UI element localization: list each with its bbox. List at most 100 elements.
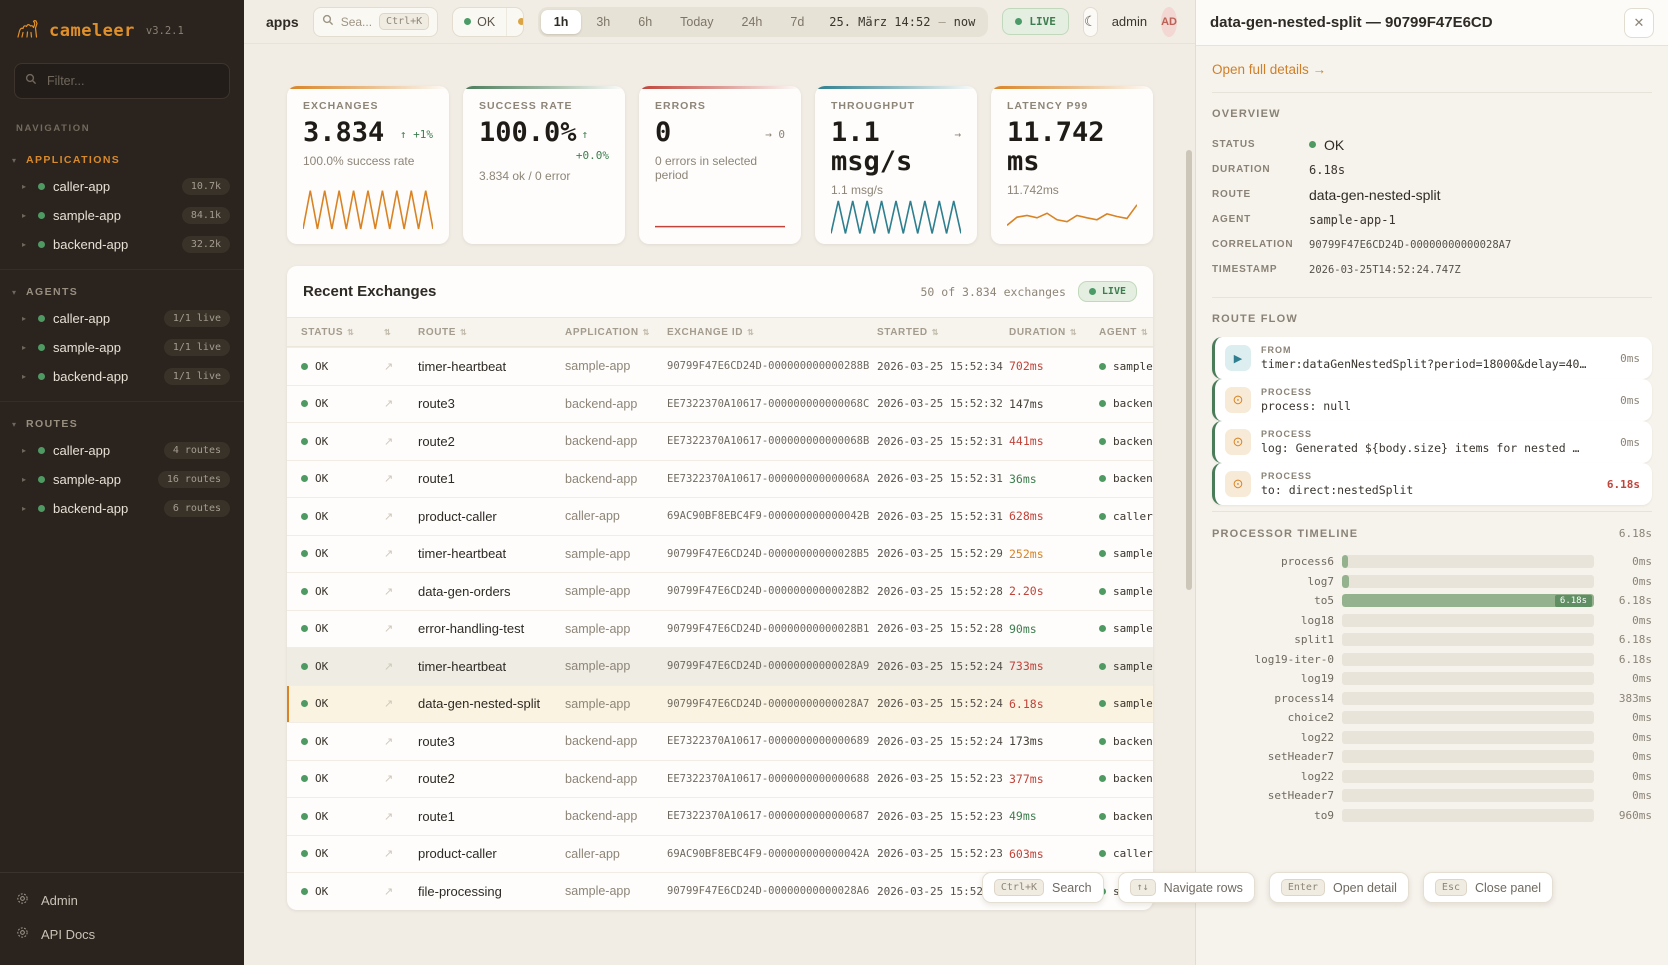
sidebar-section-header[interactable]: ▾ AGENTS xyxy=(0,278,244,304)
timeline-row[interactable]: to9 960ms xyxy=(1212,806,1652,826)
sidebar-section: ▾ ROUTES ▸ caller-app 4 routes ▸ xyxy=(0,401,244,533)
table-row[interactable]: OK ↗ route3 backend-app EE7322370A10617-… xyxy=(287,384,1153,423)
table-row[interactable]: OK ↗ data-gen-nested-split sample-app 90… xyxy=(287,684,1153,722)
timeline-track xyxy=(1342,555,1594,569)
timeline-duration: 0ms xyxy=(1632,711,1652,725)
row-route: product-caller xyxy=(418,508,497,524)
timeline-track xyxy=(1342,574,1594,588)
sidebar-section-header[interactable]: ▾ APPLICATIONS xyxy=(0,146,244,172)
row-application: backend-app xyxy=(565,396,638,411)
dark-mode-toggle[interactable]: ☾ xyxy=(1082,6,1098,37)
row-status: OK xyxy=(301,660,384,673)
sidebar-item[interactable]: ▸ caller-app 4 routes xyxy=(0,436,244,465)
timeline-row[interactable]: log22 0ms xyxy=(1212,767,1652,787)
sidebar-item[interactable]: ▸ sample-app 16 routes xyxy=(0,465,244,494)
sidebar-section-header[interactable]: ▾ ROUTES xyxy=(0,410,244,436)
table-title: Recent Exchanges xyxy=(303,283,437,300)
table-row[interactable]: OK ↗ error-handling-test sample-app 9079… xyxy=(287,609,1153,648)
timeline-processor-name: log18 xyxy=(1300,613,1334,627)
timeline-row[interactable]: log7 0ms xyxy=(1212,572,1652,592)
table-row[interactable]: OK ↗ route2 backend-app EE7322370A10617-… xyxy=(287,759,1153,798)
kpi-card[interactable]: EXCHANGES 3.834 ↑ +1% 100.0% success rat… xyxy=(287,86,449,244)
time-range-chip[interactable]: 6h xyxy=(638,14,653,29)
sidebar-footer-item[interactable]: Admin xyxy=(0,883,244,917)
timeline-row[interactable]: log19 0ms xyxy=(1212,669,1652,689)
row-status: OK xyxy=(301,397,384,410)
table-row[interactable]: OK ↗ data-gen-orders sample-app 90799F47… xyxy=(287,572,1153,610)
row-started: 2026-03-25 15:52:21 xyxy=(877,884,1003,898)
table-row[interactable]: OK ↗ route1 backend-app EE7322370A10617-… xyxy=(287,797,1153,835)
column-header-application[interactable]: APPLICATION ⇅ xyxy=(565,326,650,338)
status-filter[interactable]: OK xyxy=(453,8,506,36)
time-range-chip[interactable]: 3h xyxy=(596,14,611,29)
sidebar-item[interactable]: ▸ backend-app 32.2k xyxy=(0,230,244,259)
status-filter[interactable]: Warn xyxy=(506,7,523,36)
timeline-row[interactable]: setHeader7 0ms xyxy=(1212,747,1652,767)
filter-input[interactable] xyxy=(45,73,219,89)
timeline-row[interactable]: to5 6.18s 6.18s xyxy=(1212,591,1652,611)
timeline-row[interactable]: choice2 0ms xyxy=(1212,708,1652,728)
column-header-route[interactable]: ROUTE ⇅ xyxy=(418,326,468,338)
sidebar-item[interactable]: ▸ caller-app 10.7k xyxy=(0,172,244,201)
timeline-row[interactable]: split1 6.18s xyxy=(1212,630,1652,650)
timeline-row[interactable]: log22 0ms xyxy=(1212,728,1652,748)
table-header-row: STATUS ⇅ ⇅ ROUTE ⇅ APPLICATION ⇅ EXCHANGE I… xyxy=(287,317,1153,347)
sidebar-item[interactable]: ▸ caller-app 1/1 live xyxy=(0,304,244,333)
status-dot xyxy=(1309,141,1316,148)
close-button[interactable]: ✕ xyxy=(1624,7,1654,38)
sidebar-item[interactable]: ▸ sample-app 84.1k xyxy=(0,201,244,230)
chevron-right-icon: ▸ xyxy=(22,475,27,484)
kpi-card[interactable]: SUCCESS RATE 100.0% ↑ +0.0% 3.834 ok / 0… xyxy=(463,86,625,244)
timeline-row[interactable]: log19-iter-0 6.18s xyxy=(1212,650,1652,670)
search-box[interactable]: Sea... Ctrl+K xyxy=(312,6,439,37)
kpi-card[interactable]: THROUGHPUT 1.1 msg/s → 1.1 msg/s xyxy=(815,86,977,244)
column-header-agent[interactable]: AGENT ⇅ xyxy=(1099,326,1149,338)
timeline-row[interactable]: process14 383ms xyxy=(1212,689,1652,709)
sidebar-filter[interactable] xyxy=(14,63,230,99)
kpi-card[interactable]: LATENCY P99 11.742 ms 11.742ms xyxy=(991,86,1153,244)
timeline-processor-name: choice2 xyxy=(1287,711,1334,725)
step-type: PROCESS xyxy=(1261,387,1313,397)
timeline-row[interactable]: setHeader7 0ms xyxy=(1212,786,1652,806)
sidebar-item[interactable]: ▸ sample-app 1/1 live xyxy=(0,333,244,362)
time-range-chip[interactable]: 1h xyxy=(540,9,582,34)
table-row[interactable]: OK ↗ product-caller caller-app 69AC90BF8… xyxy=(287,497,1153,535)
sidebar-item[interactable]: ▸ backend-app 1/1 live xyxy=(0,362,244,391)
route-flow-step[interactable]: ⊙ PROCESS to: direct:nestedSplit 6.18s xyxy=(1212,463,1652,505)
route-flow-step[interactable]: ⊙ PROCESS process: null 0ms xyxy=(1212,379,1652,421)
table-row[interactable]: OK ↗ timer-heartbeat sample-app 90799F47… xyxy=(287,534,1153,573)
sidebar-footer-item[interactable]: API Docs xyxy=(0,917,244,951)
column-header-trend[interactable]: ⇅ xyxy=(384,328,418,337)
scrollbar[interactable] xyxy=(1186,150,1192,590)
column-header-started[interactable]: STARTED ⇅ xyxy=(877,326,939,338)
timeline-track: 6.18s xyxy=(1342,594,1594,608)
step-text: timer:dataGenNestedSplit?period=18000&de… xyxy=(1261,357,1587,371)
column-header-status[interactable]: STATUS ⇅ xyxy=(301,326,355,338)
column-header-exchange-id[interactable]: EXCHANGE ID ⇅ xyxy=(667,326,755,338)
route-flow-step[interactable]: ▶ FROM timer:dataGenNestedSplit?period=1… xyxy=(1212,337,1652,379)
table-row[interactable]: OK ↗ route1 backend-app EE7322370A10617-… xyxy=(287,459,1153,498)
open-full-details-link[interactable]: Open full details → xyxy=(1212,62,1327,77)
sidebar-item[interactable]: ▸ backend-app 6 routes xyxy=(0,494,244,523)
timeline-row[interactable]: process6 0ms xyxy=(1212,552,1652,572)
live-badge[interactable]: LIVE xyxy=(1002,8,1069,35)
date-range-display[interactable]: 25. März 14:52 — now xyxy=(819,15,985,29)
kpi-card[interactable]: ERRORS 0 → 0 0 errors in selected period xyxy=(639,86,801,244)
table-row[interactable]: OK ↗ timer-heartbeat sample-app 90799F47… xyxy=(287,647,1153,685)
table-row[interactable]: OK ↗ product-caller caller-app 69AC90BF8… xyxy=(287,834,1153,873)
status-dot xyxy=(1099,400,1106,408)
avatar[interactable]: AD xyxy=(1161,6,1177,37)
route-flow-step[interactable]: ⊙ PROCESS log: Generated ${body.size} it… xyxy=(1212,421,1652,463)
kpi-sparkline xyxy=(655,186,785,232)
time-range-chip[interactable]: 7d xyxy=(790,14,805,29)
step-duration: 6.18s xyxy=(1606,477,1640,491)
time-range-chip[interactable]: 24h xyxy=(741,14,763,29)
table-row[interactable]: OK ↗ route2 backend-app EE7322370A10617-… xyxy=(287,422,1153,460)
column-header-duration[interactable]: DURATION ⇅ xyxy=(1009,326,1078,338)
table-row[interactable]: OK ↗ timer-heartbeat sample-app 90799F47… xyxy=(287,347,1153,385)
table-row[interactable]: OK ↗ route3 backend-app EE7322370A10617-… xyxy=(287,722,1153,760)
time-range-chip[interactable]: Today xyxy=(680,14,714,29)
row-agent: sample xyxy=(1099,622,1153,635)
kpi-sparkline xyxy=(303,186,433,232)
timeline-row[interactable]: log18 0ms xyxy=(1212,611,1652,631)
